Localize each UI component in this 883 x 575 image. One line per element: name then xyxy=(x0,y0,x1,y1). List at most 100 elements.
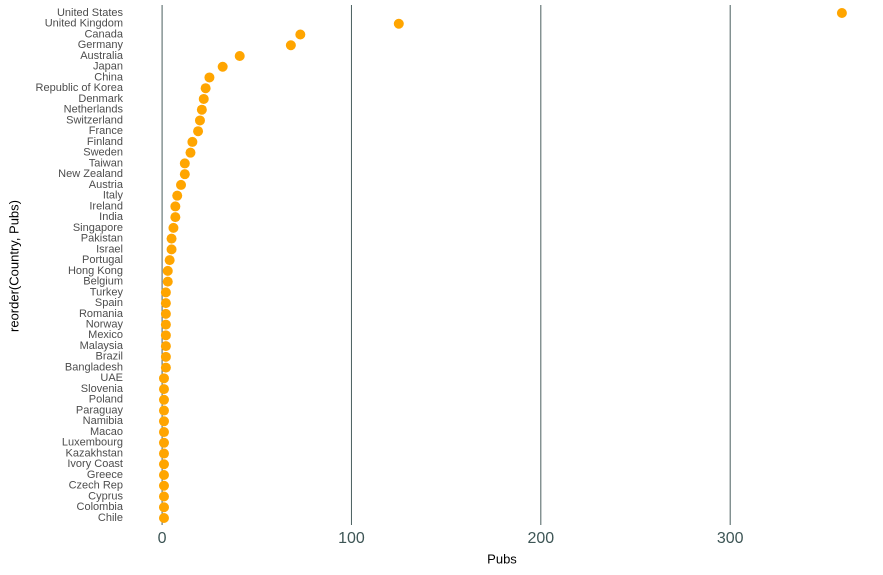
y-tick-label: Belgium xyxy=(83,276,123,288)
dot xyxy=(196,104,207,115)
y-tick-label: France xyxy=(89,125,123,137)
dot xyxy=(162,276,173,287)
dot xyxy=(162,265,173,276)
dot xyxy=(158,427,169,438)
y-tick-label: India xyxy=(99,211,124,223)
y-tick-label: Poland xyxy=(89,394,123,406)
y-tick-label: Brazil xyxy=(95,351,123,363)
y-tick-label: Chile xyxy=(98,512,123,524)
y-tick-label: Norway xyxy=(86,319,124,331)
dot xyxy=(158,437,169,448)
dot xyxy=(158,373,169,384)
dot xyxy=(160,351,171,362)
y-tick-label: Malaysia xyxy=(80,340,124,352)
x-tick-label: 300 xyxy=(717,530,744,547)
dot xyxy=(187,136,198,147)
y-tick-label: Mexico xyxy=(88,329,123,341)
dot xyxy=(393,18,404,29)
y-tick-label: Ireland xyxy=(89,200,123,212)
y-tick-label: UAE xyxy=(100,372,123,384)
dot xyxy=(170,212,181,223)
dot xyxy=(172,190,183,201)
dot xyxy=(166,244,177,255)
dot xyxy=(160,319,171,330)
dot xyxy=(200,83,211,94)
dot xyxy=(166,233,177,244)
y-tick-label: Czech Rep xyxy=(69,480,123,492)
y-tick-label: Republic of Korea xyxy=(36,82,124,94)
y-tick-label: Romania xyxy=(79,308,124,320)
y-tick-label: Taiwan xyxy=(89,157,123,169)
y-tick-label: Portugal xyxy=(82,254,123,266)
x-tick-label: 0 xyxy=(158,530,167,547)
y-tick-label: New Zealand xyxy=(58,168,123,180)
y-tick-label: Japan xyxy=(93,61,123,73)
dot xyxy=(164,255,175,266)
y-tick-label: United States xyxy=(57,7,124,19)
dot xyxy=(160,287,171,298)
dot xyxy=(179,158,190,169)
y-tick-label: China xyxy=(94,71,124,83)
y-tick-label: Slovenia xyxy=(81,383,124,395)
dot xyxy=(176,179,187,190)
x-tick-label: 200 xyxy=(527,530,554,547)
dot xyxy=(158,459,169,470)
y-tick-label: Ivory Coast xyxy=(67,458,123,470)
y-tick-label: Kazakhstan xyxy=(66,447,123,459)
y-tick-label: Israel xyxy=(96,243,123,255)
dot xyxy=(836,8,847,18)
dot xyxy=(160,308,171,319)
y-tick-label: Italy xyxy=(103,190,124,202)
y-tick-label: Singapore xyxy=(73,222,123,234)
dot xyxy=(158,502,169,513)
y-tick-label: Germany xyxy=(78,39,124,51)
dot xyxy=(193,126,204,137)
y-tick-label: Namibia xyxy=(83,415,124,427)
y-tick-label: Spain xyxy=(95,297,123,309)
y-tick-label: Sweden xyxy=(83,147,123,159)
x-axis-title: Pubs xyxy=(487,551,517,566)
dot xyxy=(158,480,169,491)
y-tick-label: Switzerland xyxy=(66,114,123,126)
y-tick-label: Denmark xyxy=(78,93,123,105)
dot xyxy=(168,222,179,233)
dot xyxy=(217,61,228,72)
dot xyxy=(234,50,245,61)
y-tick-label: Colombia xyxy=(77,501,124,513)
y-tick-label: Canada xyxy=(84,28,123,40)
y-tick-label: Macao xyxy=(90,426,123,438)
dot xyxy=(160,298,171,309)
dot xyxy=(158,394,169,405)
dot xyxy=(179,169,190,180)
dot xyxy=(198,93,209,104)
y-tick-label: Luxembourg xyxy=(62,437,123,449)
y-tick-label: United Kingdom xyxy=(45,18,123,30)
y-tick-label: Australia xyxy=(80,50,124,62)
y-tick-label: Finland xyxy=(87,136,123,148)
dot xyxy=(204,72,215,83)
y-tick-label: Austria xyxy=(89,179,124,191)
y-tick-label: Hong Kong xyxy=(68,265,123,277)
dot xyxy=(158,384,169,395)
dot xyxy=(170,201,181,212)
y-tick-label: Greece xyxy=(87,469,123,481)
y-tick-label: Bangladesh xyxy=(65,361,123,373)
dot xyxy=(160,362,171,373)
x-tick-label: 100 xyxy=(338,530,365,547)
y-tick-label: Pakistan xyxy=(81,233,123,245)
dot xyxy=(158,491,169,502)
y-tick-label: Cyprus xyxy=(88,490,123,502)
dot xyxy=(158,416,169,427)
y-tick-label: Netherlands xyxy=(64,104,124,116)
dot xyxy=(194,115,205,126)
y-axis-title: reorder(Country, Pubs) xyxy=(6,200,21,332)
y-tick-label: Turkey xyxy=(90,286,124,298)
dot xyxy=(160,330,171,341)
dot xyxy=(185,147,196,158)
dot xyxy=(158,405,169,416)
dot xyxy=(158,448,169,459)
dot xyxy=(285,40,296,51)
dot xyxy=(158,513,169,523)
